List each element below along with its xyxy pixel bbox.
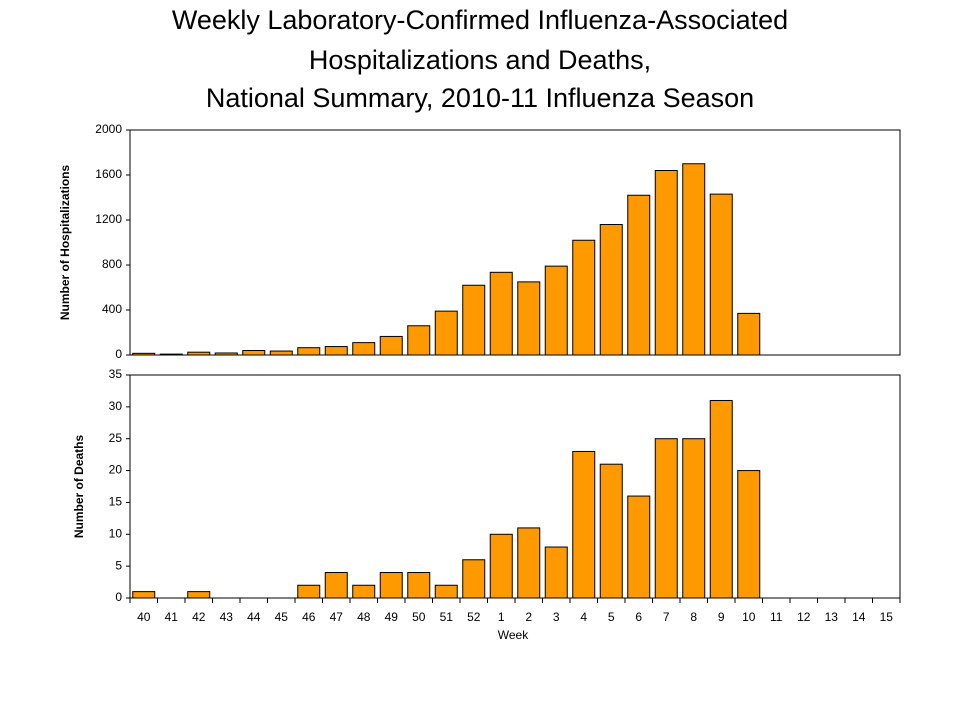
bar [242,350,266,356]
x-tick-label: 43 [220,610,234,624]
bar [654,438,678,599]
bar [324,572,348,599]
bar [544,265,568,356]
bar [407,572,431,599]
bar [544,546,568,599]
x-tick-label: 9 [718,610,725,624]
bar [462,559,486,599]
x-tick-label: 52 [467,610,481,624]
bar [627,495,651,599]
x-tick-label: 15 [880,610,894,624]
x-tick-label: 4 [580,610,587,624]
bar [159,353,183,356]
y-tick-label: 10 [109,526,123,540]
bar [737,312,761,356]
y-tick-label: 400 [102,302,122,316]
bar [599,463,623,599]
bar [737,470,761,599]
chart-title: Weekly Laboratory-Confirmed Influenza-As… [172,5,788,35]
x-tick-label: 46 [302,610,316,624]
x-tick-label: 42 [192,610,206,624]
x-tick-label: 7 [663,610,670,624]
y-tick-label: 20 [109,463,123,477]
bar [517,527,541,599]
plot-area [129,129,901,356]
bar [269,350,293,356]
bar [379,335,403,356]
bar [682,163,706,356]
x-tick-label: 49 [385,610,399,624]
x-tick-label: 50 [412,610,426,624]
bar [214,352,238,356]
x-tick-label: 10 [742,610,756,624]
bar [324,346,348,356]
bar [407,325,431,356]
bar [599,224,623,356]
bar [517,281,541,356]
x-tick-label: 51 [440,610,454,624]
bar [187,591,211,599]
bar [434,584,458,599]
bar [434,310,458,356]
bar [462,284,486,356]
x-tick-label: 2 [525,610,532,624]
y-tick-label: 30 [109,399,123,413]
bar [572,239,596,356]
x-tick-label: 1 [498,610,505,624]
bar [132,591,156,599]
x-tick-label: 47 [330,610,344,624]
x-tick-label: 48 [357,610,371,624]
chart-title: National Summary, 2010-11 Influenza Seas… [206,83,754,113]
y-tick-label: 1600 [95,167,122,181]
x-axis-label: Week [498,628,529,642]
y-tick-label: 15 [109,495,123,509]
bar [352,584,376,599]
x-tick-label: 6 [635,610,642,624]
y-tick-label: 25 [109,431,123,445]
chart-title: Hospitalizations and Deaths, [309,45,651,75]
y-tick-label: 5 [115,558,122,572]
x-tick-label: 5 [608,610,615,624]
bar [187,351,211,356]
bar [489,271,513,356]
x-tick-label: 3 [553,610,560,624]
bar [654,170,678,356]
bar [352,342,376,356]
bar [379,572,403,599]
bar [132,352,156,356]
bar [709,399,733,599]
bar [572,450,596,599]
bar [709,193,733,356]
x-tick-label: 40 [137,610,151,624]
x-tick-label: 8 [690,610,697,624]
bar [682,438,706,599]
bar [627,194,651,356]
y-axis-label: Number of Deaths [72,435,86,539]
x-tick-label: 14 [852,610,866,624]
bar [297,584,321,599]
y-tick-label: 2000 [95,122,122,136]
plot-area [129,374,901,599]
x-tick-label: 44 [247,610,261,624]
x-tick-label: 45 [275,610,289,624]
y-tick-label: 0 [115,590,122,604]
y-tick-label: 1200 [95,212,122,226]
y-tick-label: 800 [102,257,122,271]
x-tick-label: 12 [797,610,811,624]
y-tick-label: 35 [109,367,123,381]
x-tick-label: 13 [825,610,839,624]
bar [297,347,321,356]
x-tick-label: 41 [165,610,179,624]
bar [489,533,513,599]
y-axis-label: Number of Hospitalizations [58,165,72,321]
y-tick-label: 0 [115,347,122,361]
x-tick-label: 11 [770,610,783,624]
